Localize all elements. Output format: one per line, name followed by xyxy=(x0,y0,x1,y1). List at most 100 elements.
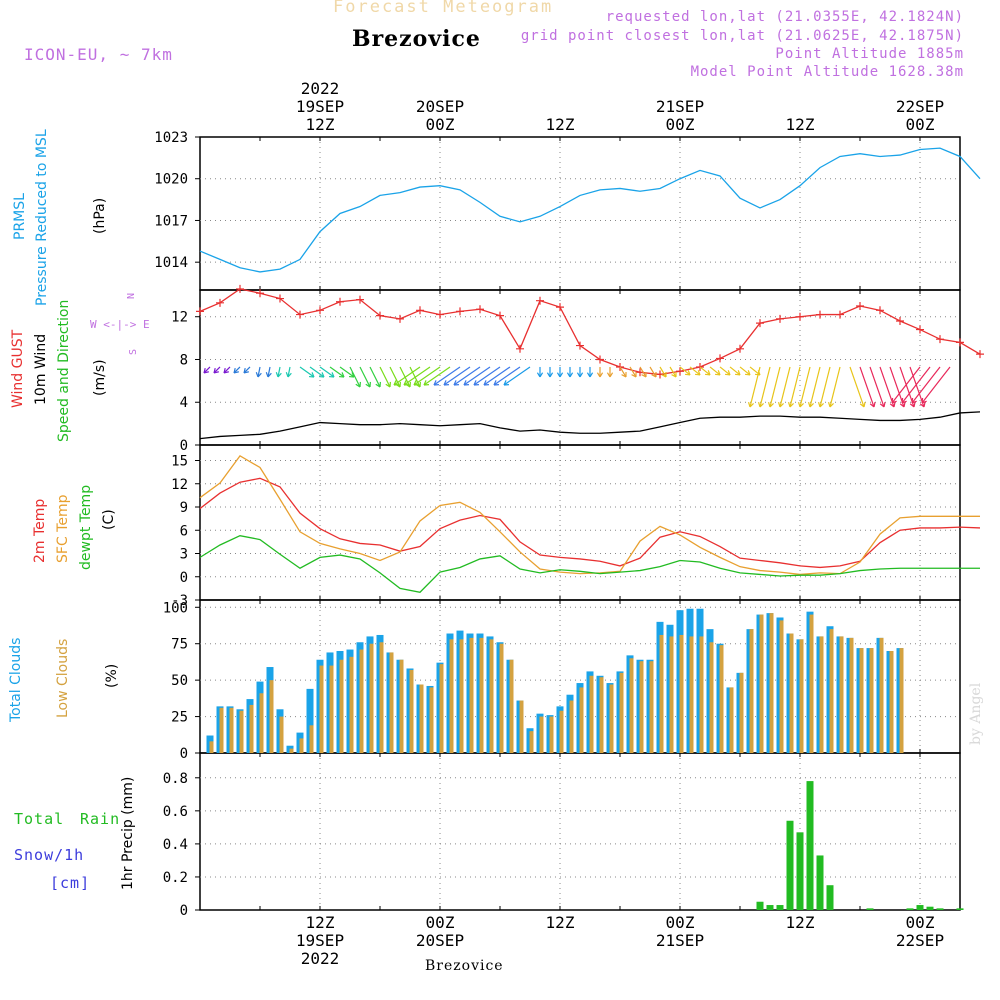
y-tick-label: 100 xyxy=(163,600,188,616)
series-line-wind-gust xyxy=(199,288,981,376)
low-cloud-bar xyxy=(499,643,504,753)
low-cloud-bar xyxy=(739,672,744,753)
series-line-10m-wind xyxy=(199,411,981,440)
low-cloud-bar xyxy=(379,642,384,753)
wind-arrow xyxy=(619,366,627,378)
low-cloud-bar xyxy=(569,700,574,753)
low-cloud-bar xyxy=(639,661,644,753)
low-cloud-bar xyxy=(489,639,494,753)
y-tick-label: 8 xyxy=(180,352,188,368)
wind-arrow-head xyxy=(661,371,667,378)
wind-arrow xyxy=(223,366,231,374)
low-cloud-bar xyxy=(469,637,474,753)
wind-arrow-head xyxy=(213,367,219,374)
wind-arrow xyxy=(203,366,211,374)
low-cloud-bar xyxy=(749,629,754,753)
wind-arrow xyxy=(789,366,801,408)
wind-arrow-head xyxy=(413,380,420,386)
model-altitude: Model Point Altitude 1628.38m xyxy=(690,64,964,80)
wind-arrow-head xyxy=(328,372,335,378)
wind-arrow-head xyxy=(787,402,794,408)
low-cloud-bar xyxy=(249,704,254,753)
time-label-top: 20SEP xyxy=(416,97,464,116)
gust-marker xyxy=(256,289,264,298)
time-label-bottom: 00Z xyxy=(426,913,455,932)
wind-arrow xyxy=(719,366,731,376)
wind-arrow xyxy=(359,366,371,388)
y-tick-label: 1017 xyxy=(154,213,188,229)
wind-arrow xyxy=(393,366,421,386)
low-cloud-bar xyxy=(509,659,514,753)
wind-arrow xyxy=(349,366,361,388)
y-tick-label: 0 xyxy=(180,903,188,919)
wind-arrow-head xyxy=(767,402,774,408)
wind-arrow-head xyxy=(255,372,262,378)
low-cloud-bar xyxy=(219,707,224,753)
gridpoint-location: grid point closest lon,lat (21.0625E, 42… xyxy=(520,28,964,44)
wind-arrow-head xyxy=(223,367,229,374)
y-tick-label: 9 xyxy=(180,500,188,516)
wind-arrow-head xyxy=(807,402,814,408)
wind-arrow-head xyxy=(203,367,209,374)
wind-arrow-head xyxy=(621,371,627,378)
time-label-bottom: 2022 xyxy=(301,949,340,968)
wind-arrow-head xyxy=(576,372,584,378)
wind-arrow-head xyxy=(757,402,764,408)
wind-arrow xyxy=(799,366,811,408)
gust-marker xyxy=(516,344,524,353)
precip-bar xyxy=(776,905,784,910)
wind-arrow xyxy=(899,366,915,408)
low-cloud-bar xyxy=(239,710,244,753)
y-tick-label: 0.6 xyxy=(163,804,188,820)
wind-arrow xyxy=(379,366,391,388)
precip-bar xyxy=(796,832,804,910)
gust-marker xyxy=(276,294,284,303)
gust-marker xyxy=(916,325,924,334)
precip-bar xyxy=(756,901,764,910)
wind-arrow xyxy=(339,366,355,378)
precip-bar xyxy=(766,905,774,910)
wind-arrow xyxy=(649,366,657,378)
low-cloud-bar xyxy=(299,738,304,753)
wind-arrow xyxy=(849,366,865,408)
wind-arrow xyxy=(403,366,431,386)
wind-arrow-head xyxy=(747,402,754,408)
wind-arrow-head xyxy=(355,381,361,388)
wind-arrow xyxy=(299,366,315,378)
precip-total-label: Total xyxy=(14,810,65,828)
wind-arrow xyxy=(389,366,401,388)
wind-arrow-head xyxy=(596,372,604,378)
gust-marker xyxy=(976,350,984,359)
gust-marker xyxy=(936,335,944,344)
wind-arrow xyxy=(709,366,721,376)
precip-rain-label: Rain xyxy=(80,810,121,828)
wind-arrow-head xyxy=(338,372,345,378)
series-line-prmsl xyxy=(199,147,981,273)
wind-arrow-head xyxy=(233,367,239,374)
time-label-top: 00Z xyxy=(426,115,455,134)
time-label-top: 19SEP xyxy=(296,97,344,116)
wind-arrow xyxy=(859,366,875,408)
gust-marker xyxy=(296,310,304,319)
wind-arrow xyxy=(699,366,711,376)
time-label-bottom: 00Z xyxy=(666,913,695,932)
y-tick-label: -3 xyxy=(171,593,188,609)
precip-bar xyxy=(806,781,814,910)
wind-arrow-head xyxy=(375,381,381,388)
precip-bar xyxy=(926,906,934,910)
wind-arrow xyxy=(233,366,241,374)
low-cloud-bar xyxy=(479,637,484,753)
low-cloud-bar xyxy=(709,642,714,753)
wind-arrow-head xyxy=(921,397,927,404)
y-tick-label: 25 xyxy=(171,710,188,726)
wind-arrow xyxy=(473,366,501,386)
wind-arrow xyxy=(329,366,345,378)
gust-marker xyxy=(556,303,564,312)
wind-arrow-head xyxy=(493,380,500,386)
wind-arrow xyxy=(749,366,761,408)
low-cloud-bar xyxy=(879,637,884,753)
station-title: Brezovice xyxy=(352,26,481,52)
low-cloud-bar xyxy=(389,652,394,753)
wind-arrow-head xyxy=(463,380,470,386)
wind-arrow xyxy=(679,366,691,376)
